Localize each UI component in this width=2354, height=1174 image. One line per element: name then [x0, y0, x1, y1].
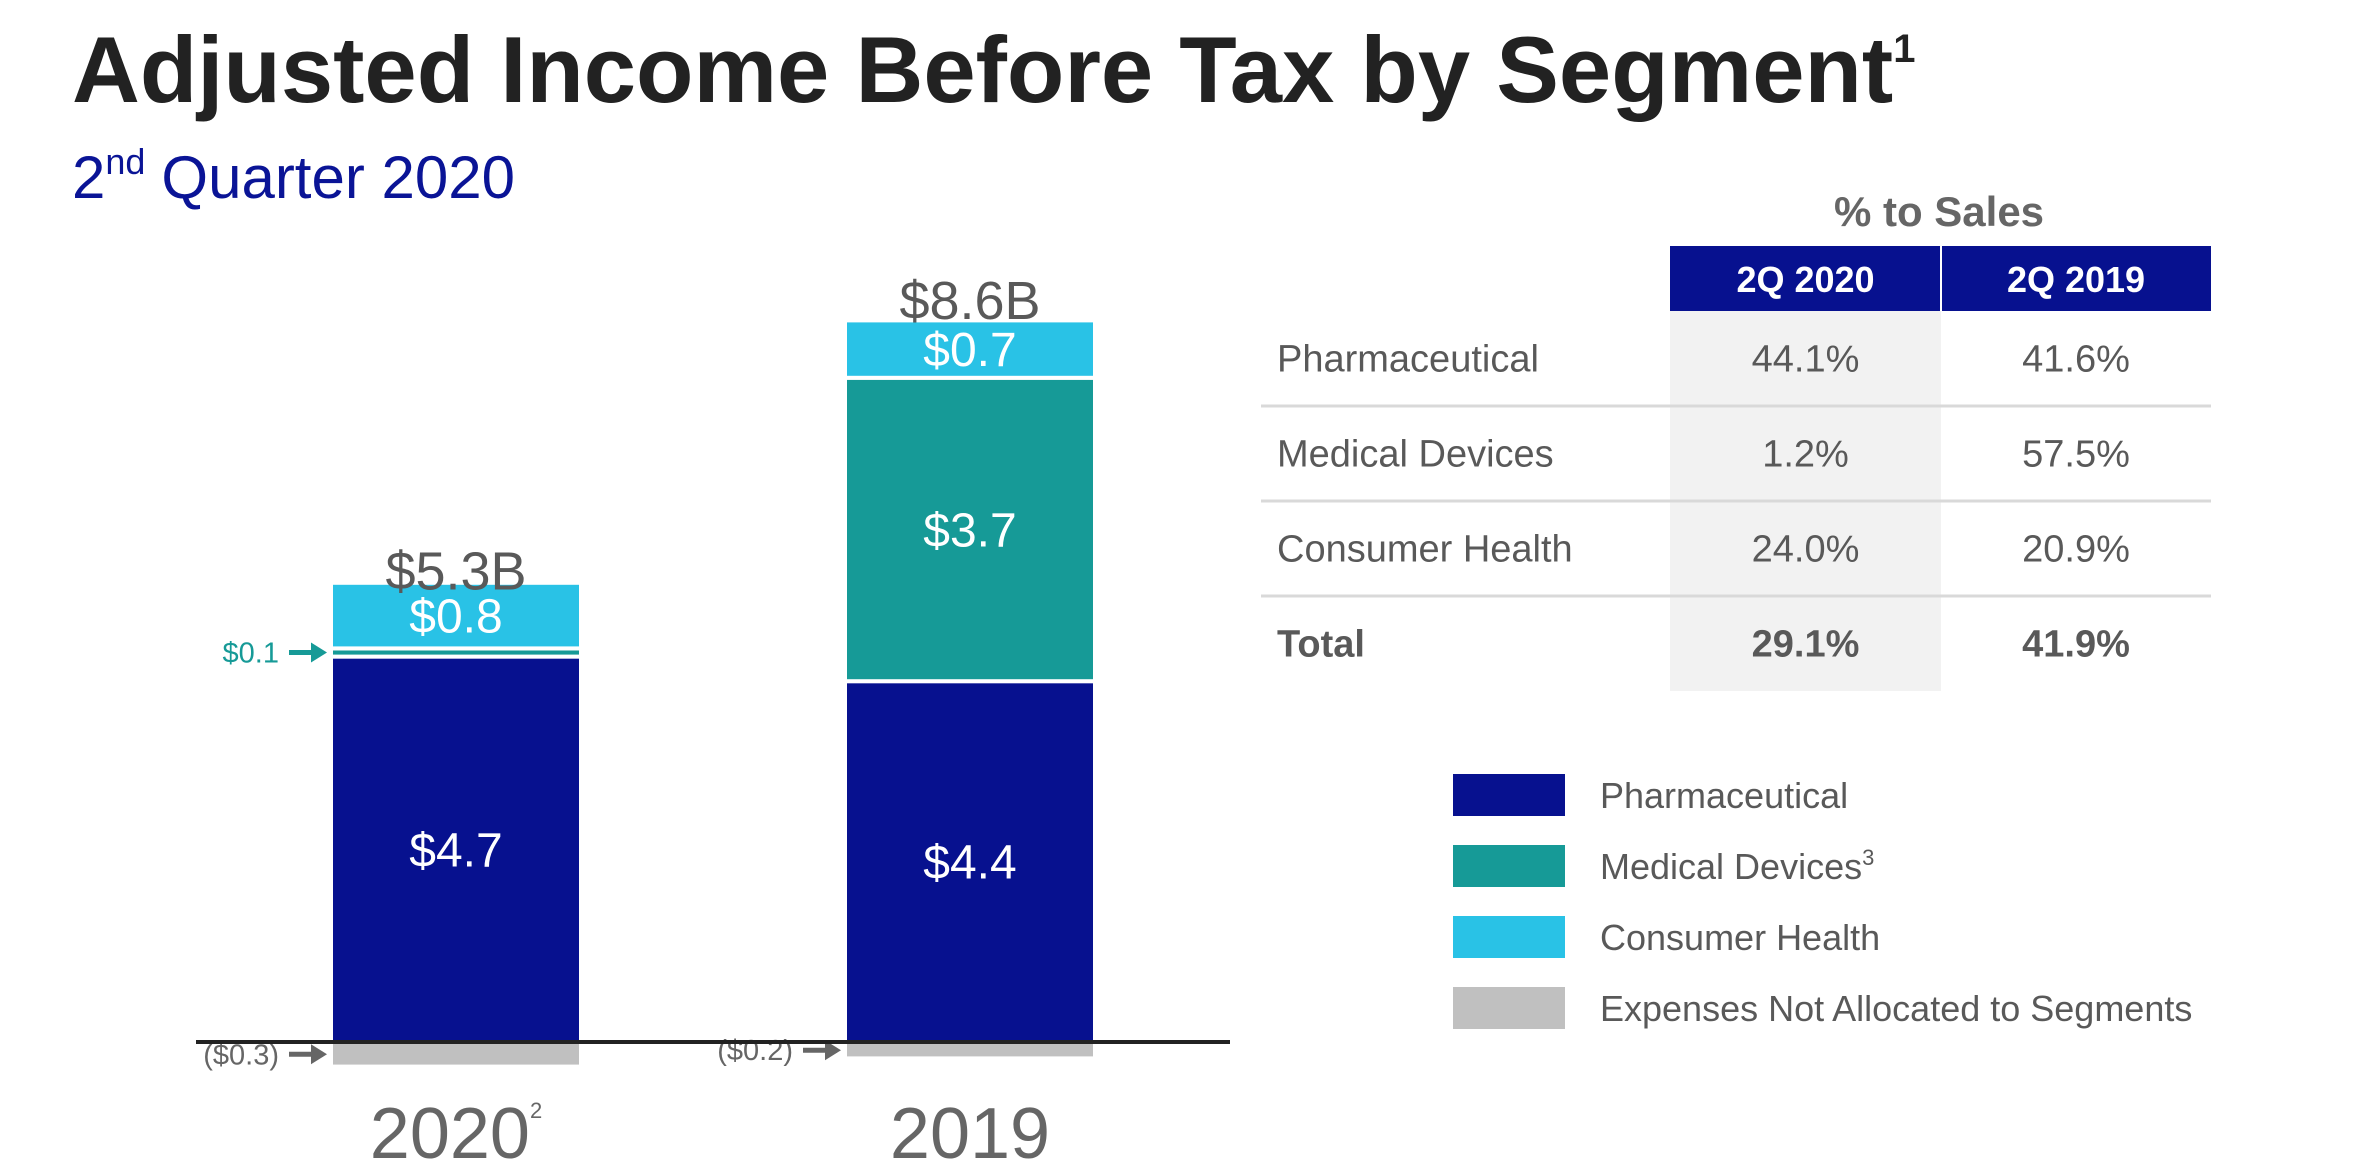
value-label: $4.7 — [409, 824, 502, 877]
cell-text: 57.5% — [2022, 434, 2130, 476]
legend-name: Pharmaceutical — [1600, 775, 1848, 816]
arrow-head — [311, 1044, 327, 1065]
header-cell — [1670, 246, 1941, 311]
header-text: 2Q 2019 — [2007, 259, 2145, 300]
cell-text: 44.1% — [1752, 339, 1860, 381]
title: Adjusted Income Before Tax by Segment1 — [72, 17, 1915, 122]
value-label: ($0.3) — [203, 1039, 279, 1071]
legend-footnote: 3 — [1862, 845, 1874, 870]
cell-text: 1.2% — [1762, 434, 1849, 476]
bar-segment — [329, 654, 583, 1044]
total-label: $8.6B — [899, 271, 1040, 331]
category-footnote: 2 — [530, 1098, 542, 1123]
cell-text: 29.1% — [1752, 624, 1860, 666]
value-label: $0.7 — [923, 324, 1016, 377]
bar-segment — [843, 1040, 1097, 1061]
subtitle-number: 2 — [72, 144, 105, 211]
title-footnote: 1 — [1893, 27, 1915, 71]
category-text: 2019 — [890, 1094, 1050, 1174]
subtitle-text: Quarter 2020 — [161, 144, 515, 211]
bar-segment — [329, 580, 583, 651]
cell-text: 20.9% — [2022, 529, 2130, 571]
category-label: 2019 — [890, 1094, 1050, 1174]
row-label: Pharmaceutical — [1277, 339, 1539, 381]
row-label: Medical Devices — [1277, 434, 1554, 476]
cell-text: 41.6% — [2022, 339, 2130, 381]
value-label: $0.1 — [223, 638, 279, 670]
category-label: 20202 — [370, 1094, 542, 1174]
legend-swatch — [1453, 845, 1565, 887]
cell-text: 41.9% — [2022, 624, 2130, 666]
header-text: 2Q 2020 — [1736, 259, 1874, 300]
header-cell — [1941, 246, 2211, 311]
legend-label: Medical Devices3 — [1600, 845, 1874, 887]
legend-swatch — [1453, 774, 1565, 816]
subtitle-suffix: nd — [105, 141, 145, 182]
total-label: $5.3B — [385, 541, 526, 601]
value-label: $4.4 — [923, 837, 1016, 890]
legend-name: Medical Devices — [1600, 846, 1862, 887]
legend-swatch — [1453, 916, 1565, 958]
value-label: $0.8 — [409, 591, 502, 644]
legend-label: Expenses Not Allocated to Segments — [1600, 988, 2192, 1029]
legend-name: Expenses Not Allocated to Segments — [1600, 988, 2192, 1029]
legend-label: Pharmaceutical — [1600, 775, 1848, 816]
bar-segment — [843, 679, 1097, 1044]
row-label: Consumer Health — [1277, 529, 1573, 571]
table-title: % to Sales — [1834, 188, 2044, 235]
bar-segment — [843, 318, 1097, 380]
bar-segment — [329, 1040, 583, 1069]
table: % to Sales 2Q 2020 2Q 2019 Pharmaceutical 44… — [1261, 188, 2211, 691]
row-label: Total — [1277, 624, 1365, 666]
legend: Pharmaceutical Medical Devices3 Consumer H… — [1453, 774, 2192, 1029]
title-text: Adjusted Income Before Tax by Segment — [72, 17, 1893, 122]
cell-text: 24.0% — [1752, 529, 1860, 571]
value-label: $3.7 — [923, 505, 1016, 558]
chart: $4.7 $0.1 $0.8 ($0.3) $5.3B 20202 $4.4 $3.7 $0.7… — [196, 271, 1230, 1174]
arrow-head — [311, 642, 327, 663]
subtitle: 2nd Quarter 2020 — [72, 141, 515, 211]
legend-label: Consumer Health — [1600, 917, 1880, 958]
category-text: 2020 — [370, 1094, 530, 1174]
legend-name: Consumer Health — [1600, 917, 1880, 958]
legend-swatch — [1453, 987, 1565, 1029]
bar-segment — [843, 375, 1097, 684]
arrow-head — [825, 1040, 841, 1061]
